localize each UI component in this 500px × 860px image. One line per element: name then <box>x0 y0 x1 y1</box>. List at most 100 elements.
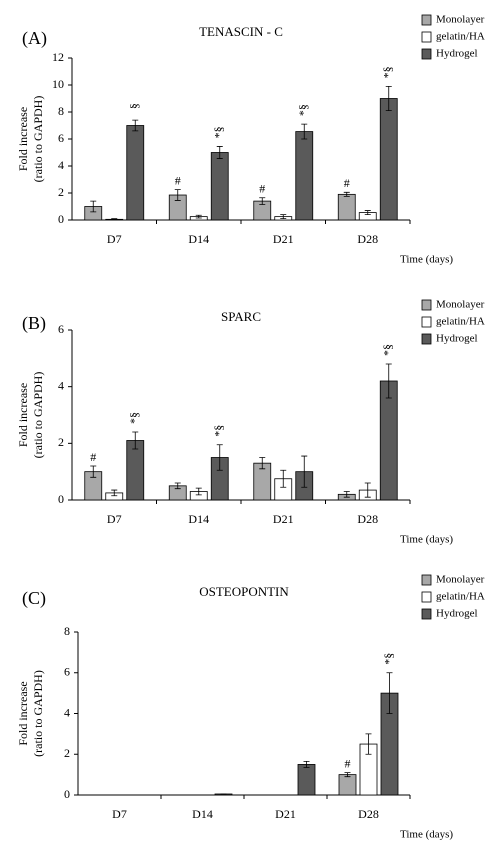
bar <box>337 193 356 221</box>
panel-label: (A) <box>22 28 47 49</box>
error-bar <box>90 200 97 213</box>
bar <box>379 380 398 501</box>
error-bar <box>111 218 118 221</box>
x-tick-label: D14 <box>188 232 209 246</box>
x-tick-label: D7 <box>107 232 122 246</box>
y-tick-label: 0 <box>58 212 64 226</box>
error-bar <box>365 733 372 755</box>
error-bar <box>90 465 97 478</box>
legend-swatch <box>421 299 432 311</box>
legend-label: gelatin/HA <box>436 31 485 43</box>
significance-label: *§ <box>296 104 310 116</box>
error-bar <box>259 457 266 470</box>
error-bar <box>216 146 223 159</box>
error-bar <box>216 444 223 471</box>
x-tick-label: D7 <box>112 807 127 821</box>
x-tick-label: D28 <box>357 512 378 526</box>
error-bar <box>386 672 393 714</box>
significance-label: *§ <box>381 653 395 665</box>
legend-label: Hydrogel <box>436 48 478 60</box>
y-tick-label: 4 <box>58 378 64 392</box>
legend-swatch <box>421 48 432 60</box>
y-tick-label: 6 <box>58 131 64 145</box>
y-tick-label: 0 <box>64 787 70 801</box>
x-axis-label: Time (days) <box>400 829 453 841</box>
error-bar <box>174 482 181 490</box>
y-tick-label: 2 <box>64 746 70 760</box>
y-axis-label: Fold increase <box>16 107 30 171</box>
y-axis-label: (ratio to GAPDH) <box>31 372 45 459</box>
y-axis-label: Fold increase <box>16 383 30 447</box>
error-bar <box>364 482 371 498</box>
y-axis-label: Fold increase <box>16 681 30 745</box>
significance-label: # <box>344 176 350 190</box>
y-tick-label: 0 <box>58 492 64 506</box>
x-tick-label: D21 <box>273 512 294 526</box>
y-tick-label: 2 <box>58 435 64 449</box>
significance-label: # <box>90 450 96 464</box>
error-bar <box>301 455 308 488</box>
x-axis-label: Time (days) <box>400 534 453 546</box>
x-tick-label: D7 <box>107 512 122 526</box>
significance-label: *§ <box>127 412 141 424</box>
x-tick-label: D21 <box>273 232 294 246</box>
bar <box>295 131 314 221</box>
error-bar <box>385 85 392 112</box>
bar <box>297 764 316 796</box>
error-bar <box>280 214 287 220</box>
bar <box>338 774 357 796</box>
x-tick-label: D21 <box>275 807 296 821</box>
x-axis-label: Time (days) <box>400 254 453 266</box>
bar <box>126 125 145 221</box>
error-bar <box>301 123 308 140</box>
legend-label: Monolayer <box>436 14 485 26</box>
legend-label: gelatin/HA <box>436 591 485 603</box>
y-tick-label: 4 <box>64 705 70 719</box>
chart-title: TENASCIN - C <box>199 24 283 39</box>
significance-label: § <box>127 103 141 109</box>
chart-title: OSTEOPONTIN <box>199 584 289 599</box>
legend-label: Hydrogel <box>436 333 478 345</box>
error-bar <box>343 191 350 197</box>
error-bar <box>364 210 371 215</box>
legend-label: gelatin/HA <box>436 316 485 328</box>
error-bar <box>280 469 287 488</box>
legend-swatch <box>421 574 432 586</box>
legend-label: Monolayer <box>436 574 485 586</box>
bar <box>379 98 398 221</box>
legend-swatch <box>421 608 432 620</box>
x-tick-label: D28 <box>358 807 379 821</box>
legend-swatch <box>421 316 432 328</box>
significance-label: *§ <box>212 425 226 437</box>
error-bar <box>132 119 139 132</box>
significance-label: # <box>175 173 181 187</box>
y-tick-label: 10 <box>52 77 64 91</box>
legend-swatch <box>421 14 432 26</box>
error-bar <box>344 772 351 778</box>
error-bar <box>195 487 202 496</box>
y-tick-label: 6 <box>58 322 64 336</box>
y-axis-label: (ratio to GAPDH) <box>31 96 45 183</box>
legend-swatch <box>421 31 432 43</box>
legend-swatch <box>421 333 432 345</box>
bar <box>126 440 145 501</box>
legend-swatch <box>421 591 432 603</box>
y-tick-label: 12 <box>52 50 64 64</box>
legend-label: Monolayer <box>436 299 485 311</box>
y-axis-label: (ratio to GAPDH) <box>31 670 45 757</box>
legend-label: Hydrogel <box>436 608 478 620</box>
x-tick-label: D28 <box>357 232 378 246</box>
error-bar <box>132 431 139 450</box>
chart-title: SPARC <box>221 309 261 324</box>
significance-label: *§ <box>381 66 395 78</box>
panel-label: (B) <box>22 313 46 334</box>
significance-label: # <box>345 756 351 770</box>
y-tick-label: 2 <box>58 185 64 199</box>
error-bar <box>174 189 181 201</box>
x-tick-label: D14 <box>188 512 209 526</box>
bar <box>210 152 229 221</box>
y-tick-label: 8 <box>58 104 64 118</box>
significance-label: # <box>259 181 265 195</box>
significance-label: *§ <box>212 126 226 138</box>
